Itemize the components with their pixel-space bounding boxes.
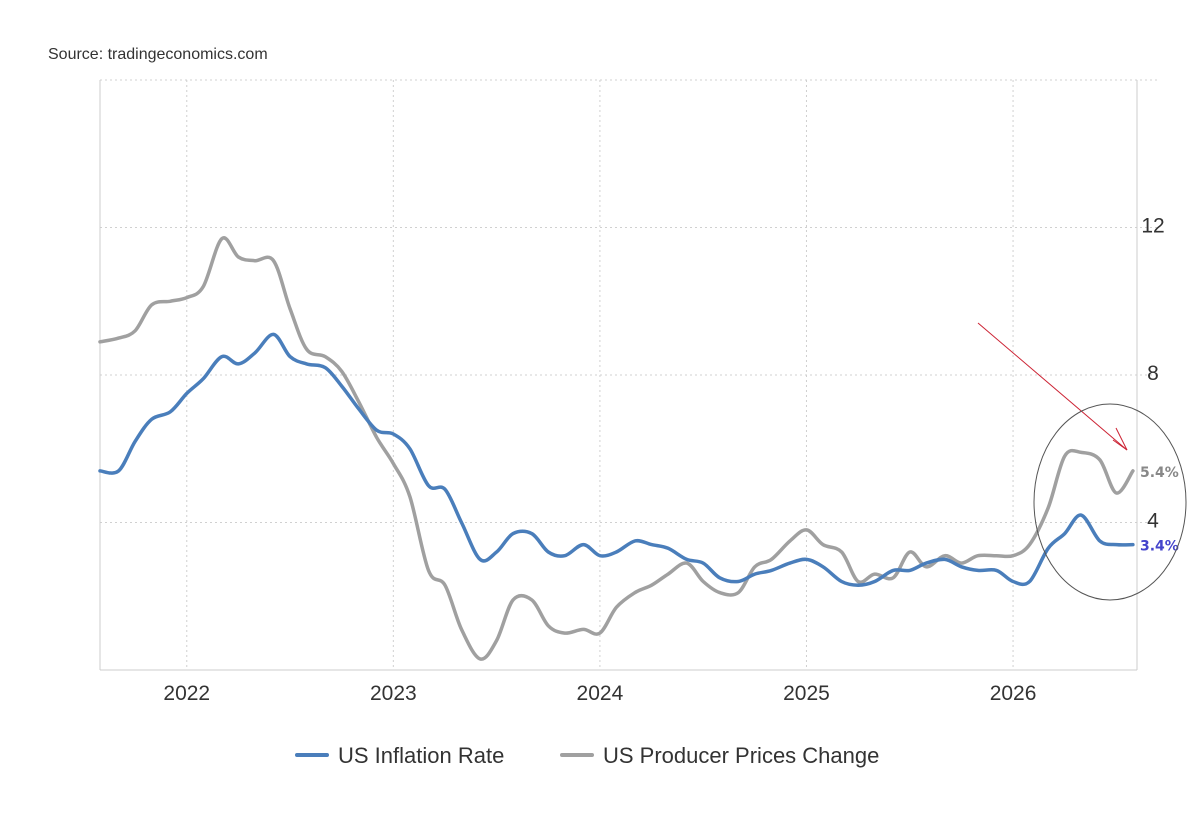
x-tick-label: 2024 [577, 682, 624, 705]
chart-series [98, 236, 1135, 661]
annotation [977, 322, 1187, 601]
ppi-end-label: 5.4% [1140, 465, 1179, 481]
inflation-end-label: 3.4% [1140, 539, 1179, 555]
chart-axes [99, 80, 1138, 671]
x-tick-label: 2023 [370, 682, 417, 705]
source-text: Source: tradingeconomics.com [48, 46, 268, 63]
inflation-series-line [98, 332, 1135, 587]
y-tick-label: 12 [1141, 215, 1164, 238]
legend: US Inflation Rate US Producer Prices Cha… [295, 743, 879, 768]
y-tick-label: 4 [1147, 510, 1159, 533]
chart-tick-labels: 2022 2023 2024 2025 2026 4 8 12 3.4% 5.4% [163, 215, 1178, 706]
chart-grid [100, 79, 1157, 670]
legend-label-ppi: US Producer Prices Change [603, 743, 879, 768]
y-tick-label: 8 [1147, 362, 1159, 385]
annotation-arrow-head [1112, 427, 1128, 451]
legend-label-inflation: US Inflation Rate [338, 743, 504, 768]
annotation-arrow-line [977, 322, 1128, 451]
ppi-series-line [98, 236, 1135, 661]
x-tick-label: 2026 [990, 682, 1037, 705]
x-tick-label: 2022 [163, 682, 210, 705]
x-tick-label: 2025 [783, 682, 830, 705]
annotation-ellipse [1033, 403, 1187, 601]
